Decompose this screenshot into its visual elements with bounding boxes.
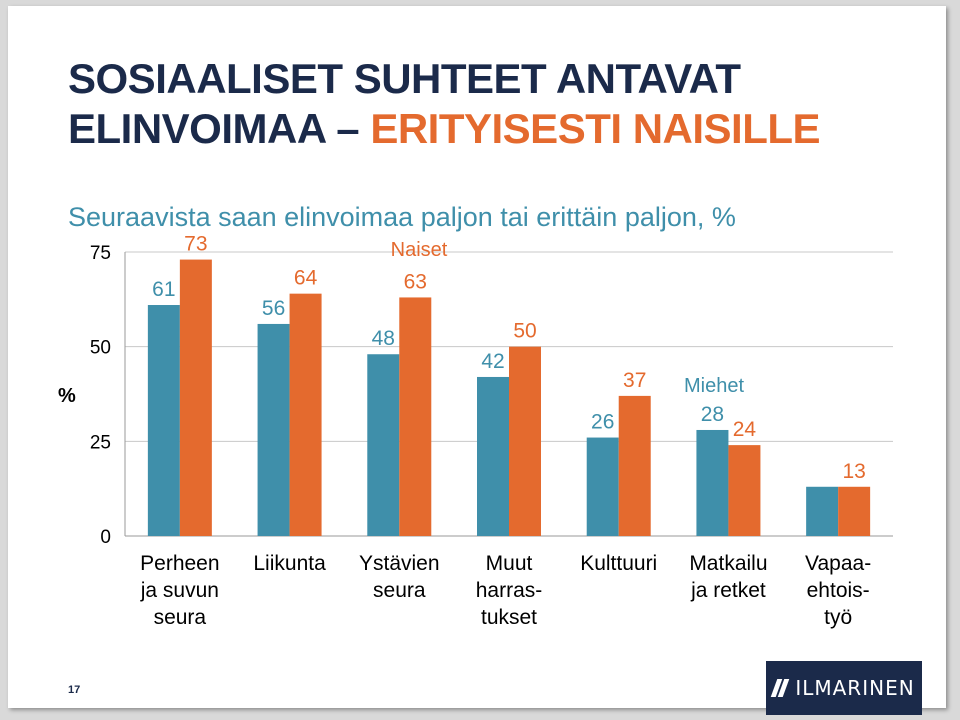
page-number: 17 (68, 684, 81, 696)
bar-naiset (289, 293, 322, 536)
category-label: Matkailu (689, 552, 767, 575)
data-label: 63 (404, 270, 427, 293)
bar-miehet (367, 354, 400, 536)
slide: SOSIAALISET SUHTEET ANTAVAT ELINVOIMAA –… (8, 6, 946, 715)
legend-naiset: Naiset (391, 239, 448, 261)
data-label: 61 (152, 278, 175, 301)
bar-miehet (257, 323, 290, 536)
y-tick-label: 75 (90, 243, 111, 264)
data-label: 26 (591, 411, 614, 434)
category-label: Kulttuuri (580, 552, 657, 575)
category-label: ja suvun (140, 579, 219, 602)
data-label: 42 (481, 350, 504, 373)
category-label: ehtois- (807, 579, 870, 602)
y-tick-label: 50 (90, 338, 111, 359)
bar-miehet (586, 437, 619, 536)
legend-miehet: Miehet (684, 375, 744, 397)
bar-miehet (806, 486, 839, 536)
category-label: tukset (481, 606, 537, 629)
y-axis-label: % (58, 385, 76, 407)
title-accent: ERITYISESTI NAISILLE (370, 105, 821, 152)
bar-naiset (399, 297, 432, 536)
bar-naiset (179, 259, 212, 536)
data-label: 28 (701, 403, 724, 426)
bar-miehet (147, 305, 180, 536)
data-label: 13 (842, 460, 865, 483)
category-label: Perheen (140, 552, 219, 575)
title-line-1: SOSIAALISET SUHTEET ANTAVAT (68, 55, 741, 102)
category-label: ja retket (690, 579, 766, 602)
bar-naiset (509, 346, 541, 536)
data-label: 56 (262, 297, 285, 320)
y-tick-label: 25 (90, 432, 111, 453)
category-label: Muut (486, 552, 533, 575)
title-line-2: ELINVOIMAA – (68, 105, 371, 152)
data-label: 64 (294, 267, 318, 290)
category-label: harras- (476, 579, 543, 602)
bar-naiset (838, 486, 871, 536)
category-label: Liikunta (253, 552, 326, 575)
bar-miehet (696, 429, 729, 536)
data-label: 73 (184, 233, 207, 256)
chart-subtitle: Seuraavista saan elinvoimaa paljon tai e… (68, 202, 736, 232)
data-label: 24 (733, 418, 757, 441)
category-label: työ (824, 606, 852, 629)
data-label: 37 (623, 369, 646, 392)
data-label: 50 (513, 320, 536, 343)
category-label: Vapaa- (805, 552, 871, 575)
bar-naiset (618, 395, 651, 536)
logo-text: ILMARINEN (795, 676, 915, 700)
bar-miehet (477, 376, 509, 536)
data-label: 48 (372, 327, 395, 350)
category-label: Ystävien (359, 552, 440, 575)
category-label: seura (373, 579, 426, 602)
category-label: seura (154, 606, 207, 629)
ilmarinen-logo: ILMARINEN (766, 661, 922, 715)
y-tick-label: 0 (100, 527, 111, 548)
bar-naiset (728, 445, 761, 536)
slide-title: SOSIAALISET SUHTEET ANTAVAT ELINVOIMAA –… (68, 54, 821, 154)
